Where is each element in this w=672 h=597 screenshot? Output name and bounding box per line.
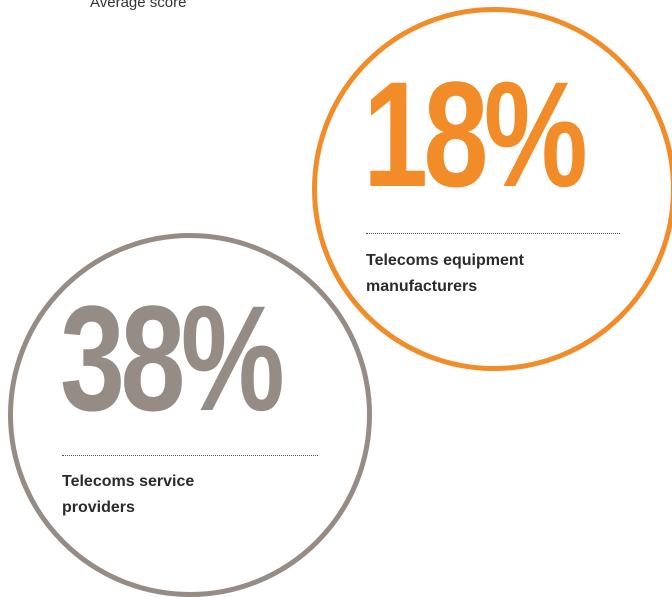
equipment-manufacturers-percentage: 18%: [363, 50, 588, 218]
equipment-manufacturers-divider: [366, 233, 620, 234]
equipment-manufacturers-label-line1: Telecoms equipment: [366, 252, 524, 269]
service-providers-label-line1: Telecoms service: [62, 473, 195, 490]
service-providers-divider: [62, 455, 318, 456]
equipment-manufacturers-label: Telecoms equipment manufacturers: [366, 248, 606, 300]
average-score-caption: Average score: [90, 0, 187, 11]
service-providers-label-line2: providers: [62, 499, 135, 516]
equipment-manufacturers-label-line2: manufacturers: [366, 278, 478, 295]
service-providers-label: Telecoms service providers: [62, 469, 262, 521]
service-providers-percentage: 38%: [60, 274, 285, 442]
